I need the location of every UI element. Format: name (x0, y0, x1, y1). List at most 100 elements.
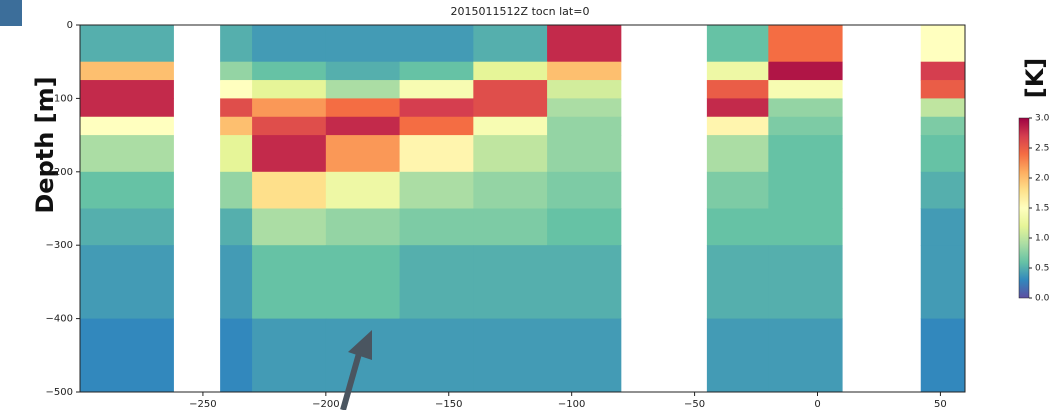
heatmap-cell (220, 98, 253, 118)
y-tick-label: 0 (67, 20, 73, 31)
chart-title: 2015011512Z tocn lat=0 (451, 5, 590, 18)
heatmap-cell (473, 61, 548, 81)
heatmap-cell (473, 25, 548, 63)
heatmap-cell (252, 245, 327, 320)
heatmap-cell (547, 171, 622, 209)
heatmap-cell (547, 135, 622, 173)
y-tick-label: −400 (46, 314, 73, 325)
heatmap-cell (325, 208, 401, 246)
heatmap-cell (325, 245, 401, 320)
y-tick-label: −300 (46, 240, 73, 251)
colorbar (1018, 117, 1030, 299)
heatmap-cell (768, 98, 843, 118)
heatmap-cell (547, 208, 622, 246)
colorbar-tick-label: 1.0 (1035, 234, 1050, 244)
heatmap-cell (399, 245, 474, 320)
heatmap-cell (80, 80, 174, 99)
heatmap-cell (220, 318, 253, 393)
heatmap-cell (325, 135, 401, 173)
heatmap-cell (220, 116, 253, 136)
y-tick-label: −200 (46, 167, 73, 178)
heatmap-cell (547, 98, 622, 118)
heatmap (80, 25, 966, 393)
heatmap-cell (220, 25, 253, 63)
heatmap-cell (547, 25, 622, 63)
heatmap-cell (706, 171, 769, 209)
heatmap-cell (547, 245, 622, 320)
heatmap-cell (473, 245, 548, 320)
heatmap-cell (473, 116, 548, 136)
heatmap-cell (473, 80, 548, 99)
heatmap-cell (252, 318, 327, 393)
heatmap-cell (80, 98, 174, 118)
heatmap-cell (920, 318, 966, 393)
heatmap-cell (80, 135, 174, 173)
heatmap-cell (920, 61, 966, 81)
heatmap-cell (473, 98, 548, 118)
heatmap-cell (768, 208, 843, 246)
heatmap-cell (706, 25, 769, 63)
heatmap-cell (920, 98, 966, 118)
heatmap-cell (920, 245, 966, 320)
heatmap-cell (768, 245, 843, 320)
heatmap-cell (252, 116, 327, 136)
heatmap-cell (473, 318, 548, 393)
heatmap-cell (325, 171, 401, 209)
heatmap-cell (252, 25, 327, 63)
heatmap-cell (768, 318, 843, 393)
y-tick-label: −500 (46, 387, 73, 398)
heatmap-cell (920, 208, 966, 246)
heatmap-cell (399, 171, 474, 209)
heatmap-cell (706, 318, 769, 393)
x-tick-label: 0 (814, 399, 820, 410)
heatmap-cell (768, 116, 843, 136)
heatmap-cell (920, 116, 966, 136)
heatmap-cell (399, 61, 474, 81)
x-tick-label: −150 (435, 399, 462, 410)
heatmap-cell (325, 98, 401, 118)
heatmap-cell (547, 116, 622, 136)
heatmap-cell (399, 25, 474, 63)
heatmap-cell (706, 61, 769, 81)
heatmap-cell (473, 208, 548, 246)
heatmap-cell (920, 171, 966, 209)
y-axis-label: Depth [m] (31, 76, 59, 213)
heatmap-cell (706, 135, 769, 173)
heatmap-cell (399, 135, 474, 173)
heatmap-cell (325, 25, 401, 63)
heatmap-cell (706, 245, 769, 320)
heatmap-cell (325, 80, 401, 99)
heatmap-cell (220, 135, 253, 173)
heatmap-cell (706, 116, 769, 136)
heatmap-cell (768, 25, 843, 63)
colorbar-tick-label: 2.0 (1035, 174, 1050, 184)
x-tick-label: 50 (934, 399, 947, 410)
heatmap-cell (399, 116, 474, 136)
heatmap-cell (920, 135, 966, 173)
colorbar-tick-label: 0.0 (1035, 294, 1050, 304)
x-tick-label: −200 (312, 399, 339, 410)
heatmap-cell (220, 80, 253, 99)
colorbar-tick-label: 0.5 (1035, 264, 1049, 274)
y-tick-label: −100 (46, 93, 73, 104)
cropped-image (0, 0, 22, 26)
heatmap-cell (252, 61, 327, 81)
colorbar-tick-label: 3.0 (1035, 114, 1050, 124)
heatmap-cell (252, 208, 327, 246)
heatmap-cell (399, 318, 474, 393)
heatmap-cell (399, 80, 474, 99)
heatmap-cell (768, 135, 843, 173)
heatmap-cell (220, 208, 253, 246)
heatmap-cell (80, 208, 174, 246)
heatmap-cell (706, 80, 769, 99)
heatmap-cell (252, 80, 327, 99)
heatmap-cell (920, 80, 966, 99)
heatmap-cell (252, 98, 327, 118)
heatmap-cell (80, 245, 174, 320)
heatmap-cell (920, 25, 966, 63)
heatmap-cell (220, 245, 253, 320)
heatmap-cell (80, 318, 174, 393)
heatmap-cell (399, 98, 474, 118)
heatmap-cell (80, 61, 174, 81)
